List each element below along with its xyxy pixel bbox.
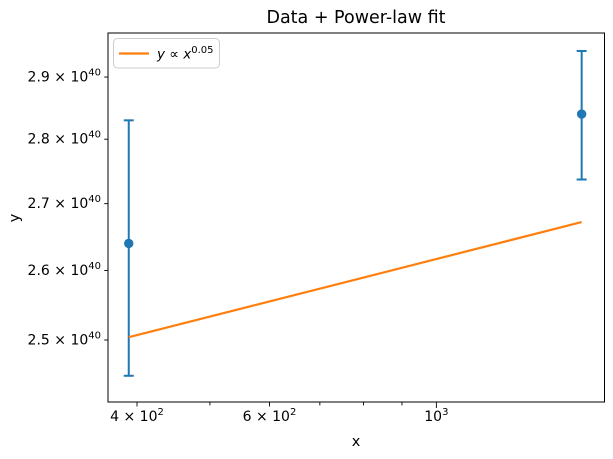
data-point-marker [124,238,134,249]
chart-title: Data + Power-law fit [266,8,445,28]
y-axis-label: y [7,213,23,222]
y-tick-label: 2.6 × 1040 [28,261,101,279]
y-tick-label: 2.8 × 1040 [28,130,101,148]
y-tick-label: 2.7 × 1040 [28,194,101,212]
y-tick-label: 2.5 × 1040 [28,330,101,348]
legend-box [113,38,220,69]
plot-area: 4 × 102 6 × 102 103 2.5 × 1040 2.6 × 1040 2.7… [28,32,605,425]
y-tick-label: 2.9 × 1040 [28,68,101,86]
plot-border [107,32,605,403]
x-axis-label: x [352,434,361,450]
fit-line [128,221,582,339]
x-tick-label: 6 × 102 [243,407,297,425]
x-tick-label: 4 × 102 [110,407,164,425]
data-point-marker [576,109,587,119]
legend-label: y ∝ x0.05 [156,45,214,63]
x-tick-label: 103 [424,407,448,425]
